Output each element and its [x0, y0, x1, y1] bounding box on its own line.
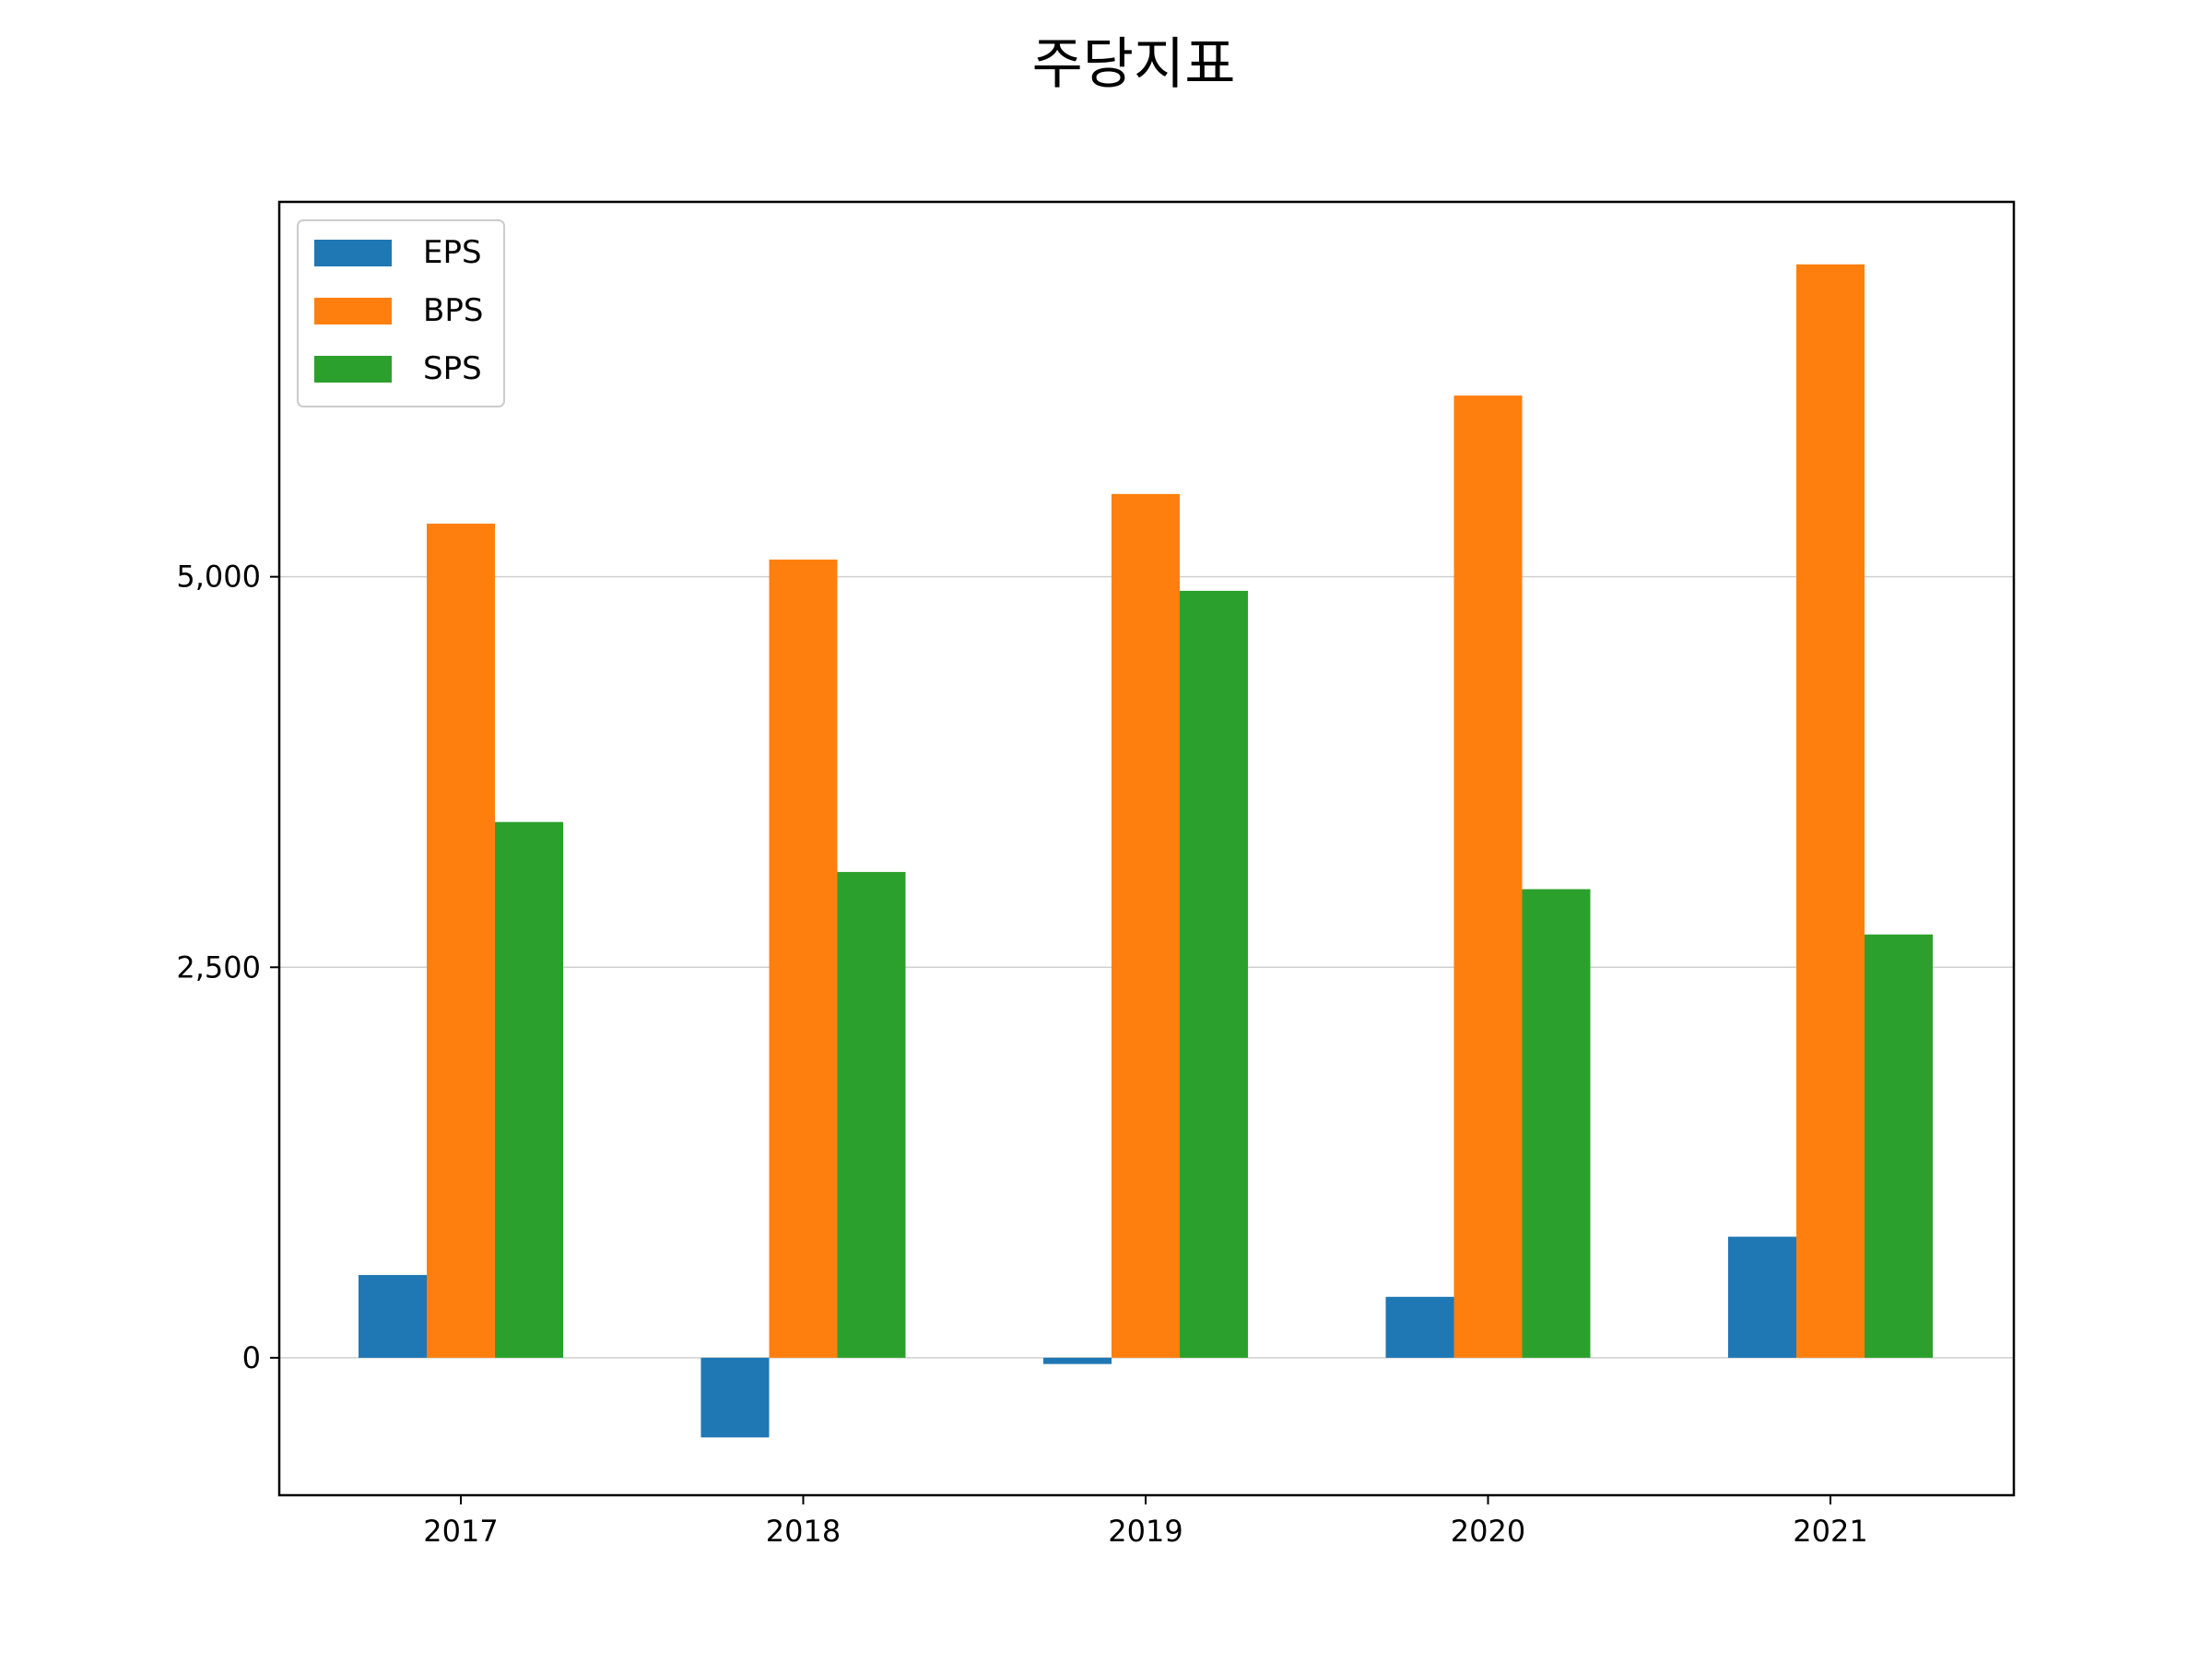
y-tick-label: 0 — [242, 1340, 261, 1375]
bar-bps-2017 — [427, 524, 495, 1358]
bar-bps-2021 — [1796, 264, 1865, 1358]
bar-sps-2017 — [495, 821, 563, 1358]
bars — [359, 264, 1933, 1438]
bar-eps-2020 — [1385, 1296, 1454, 1358]
x-tick-label: 2021 — [1793, 1514, 1867, 1549]
bar-eps-2021 — [1728, 1236, 1796, 1358]
legend-swatch-bps — [314, 298, 392, 324]
bar-eps-2019 — [1043, 1357, 1112, 1364]
bar-sps-2020 — [1522, 889, 1591, 1358]
y-axis: 0 2,500 5,000 — [176, 560, 279, 1375]
bar-eps-2017 — [359, 1275, 427, 1358]
x-tick-label: 2017 — [423, 1514, 498, 1549]
legend-label-bps: BPS — [423, 292, 483, 329]
bar-bps-2020 — [1453, 395, 1523, 1358]
x-tick-label: 2020 — [1451, 1514, 1525, 1549]
bar-bps-2018 — [769, 560, 838, 1358]
x-axis: 2017 2018 2019 2020 2021 — [423, 1495, 1868, 1549]
bar-sps-2019 — [1180, 590, 1248, 1358]
bar-eps-2018 — [700, 1357, 770, 1438]
bar-sps-2018 — [837, 871, 906, 1358]
legend-swatch-eps — [314, 240, 392, 266]
chart-title: 주당지표 — [1032, 32, 1236, 97]
legend: EPS BPS SPS — [297, 219, 505, 407]
legend-label-eps: EPS — [423, 234, 482, 271]
bar-sps-2021 — [1865, 934, 1933, 1358]
x-tick-label: 2018 — [766, 1514, 841, 1549]
y-tick-label: 2,500 — [176, 949, 261, 985]
y-tick-label: 5,000 — [176, 560, 261, 595]
x-tick-label: 2019 — [1108, 1514, 1182, 1549]
bar-bps-2019 — [1112, 493, 1180, 1358]
legend-swatch-sps — [314, 356, 392, 383]
legend-label-sps: SPS — [423, 350, 482, 387]
